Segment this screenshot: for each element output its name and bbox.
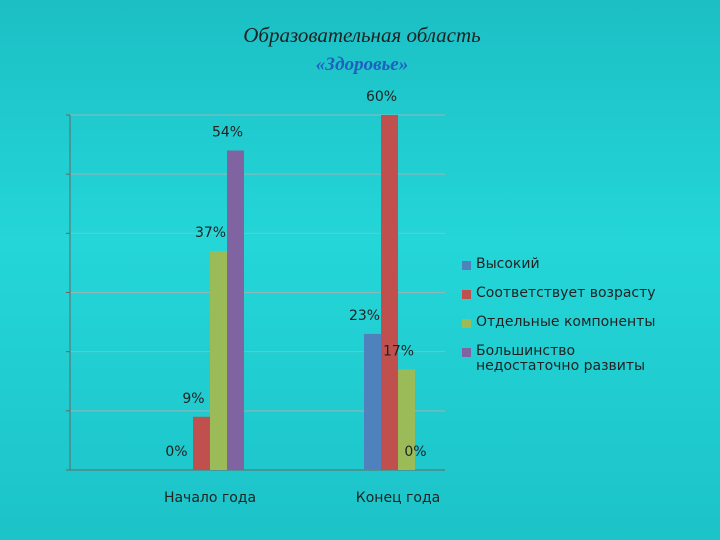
data-label: 17% [383, 343, 414, 359]
bar [210, 251, 227, 470]
legend-label: Большинство недостаточно развиты [476, 343, 646, 374]
bar [227, 150, 244, 470]
chart-title: Образовательная область [243, 23, 480, 47]
legend-label: Соответствует возрасту [476, 285, 656, 301]
data-label: 23% [349, 308, 380, 324]
legend-swatch [462, 319, 471, 328]
bar [398, 369, 415, 470]
legend-label: Высокий [476, 256, 540, 272]
data-label: 37% [195, 225, 226, 241]
data-label: 0% [165, 444, 187, 460]
chart-subtitle: «Здоровье» [316, 54, 408, 75]
legend-swatch [462, 348, 471, 357]
bar [381, 115, 398, 470]
legend-swatch [462, 290, 471, 299]
bar [364, 333, 381, 470]
x-tick-label: Конец года [356, 490, 440, 506]
data-label: 9% [182, 391, 204, 407]
data-label: 60% [366, 89, 397, 105]
data-label: 0% [404, 444, 426, 460]
x-tick-label: Начало года [164, 490, 256, 506]
data-label: 54% [212, 125, 243, 141]
bar [193, 416, 210, 470]
legend-label: Отдельные компоненты [476, 314, 656, 330]
legend-swatch [462, 261, 471, 270]
